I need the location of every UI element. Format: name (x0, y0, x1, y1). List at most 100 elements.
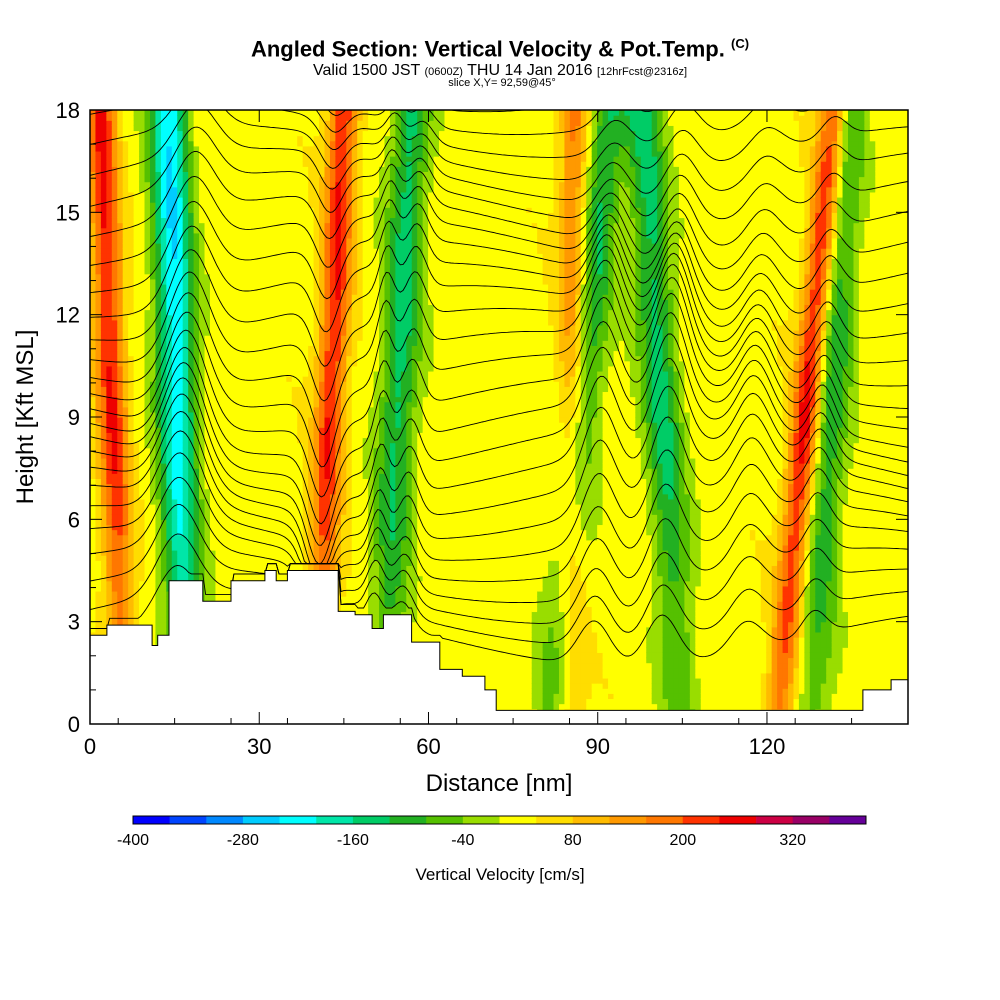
velocity-cell (259, 309, 266, 316)
velocity-cell (188, 376, 195, 382)
velocity-cell (231, 376, 238, 382)
velocity-cell (242, 309, 249, 316)
velocity-cell (308, 565, 315, 572)
velocity-cell (100, 253, 107, 259)
velocity-cell (313, 360, 320, 367)
velocity-cell (286, 268, 293, 275)
velocity-cell (269, 207, 277, 213)
velocity-cell (106, 560, 113, 566)
velocity-cell (226, 181, 233, 188)
velocity-cell (199, 570, 206, 577)
velocity-cell (122, 570, 129, 577)
velocity-cell (286, 166, 293, 172)
velocity-cell (275, 483, 282, 490)
velocity-cell (297, 442, 304, 449)
velocity-cell (128, 299, 135, 306)
velocity-cell (237, 130, 244, 137)
velocity-cell (275, 457, 282, 464)
velocity-cell (237, 381, 244, 387)
velocity-cell (95, 401, 102, 408)
velocity-cell (302, 273, 309, 280)
velocity-cell (275, 365, 282, 372)
velocity-cell (106, 544, 113, 551)
velocity-cell (220, 340, 227, 346)
velocity-cell (182, 575, 189, 582)
velocity-cell (139, 350, 146, 357)
velocity-cell (106, 427, 113, 433)
velocity-cell (291, 135, 298, 142)
velocity-cell (220, 376, 227, 382)
velocity-cell (149, 340, 157, 346)
velocity-cell (133, 319, 140, 326)
velocity-cell (100, 437, 107, 444)
velocity-cell (264, 376, 271, 382)
velocity-cell (259, 273, 266, 280)
velocity-cell (269, 186, 277, 193)
velocity-cell (237, 468, 244, 474)
velocity-cell (291, 140, 298, 147)
velocity-cell (215, 555, 222, 561)
velocity-cell (122, 207, 129, 213)
velocity-cell (237, 186, 244, 193)
velocity-cell (177, 432, 184, 439)
velocity-cell (297, 115, 304, 121)
velocity-cell (220, 509, 227, 515)
velocity-cell (188, 125, 195, 132)
velocity-cell (264, 345, 271, 352)
velocity-cell (220, 125, 227, 132)
velocity-cell (253, 263, 260, 270)
velocity-cell (308, 376, 315, 382)
velocity-cell (280, 156, 287, 162)
velocity-cell (106, 237, 113, 244)
velocity-cell (166, 432, 173, 439)
velocity-cell (308, 493, 315, 500)
velocity-cell (171, 268, 178, 275)
velocity-cell (90, 191, 97, 198)
velocity-cell (95, 544, 102, 551)
velocity-cell (204, 447, 211, 454)
velocity-cell (95, 509, 102, 515)
velocity-cell (193, 447, 200, 454)
velocity-cell (166, 145, 173, 152)
velocity-cell (269, 196, 277, 203)
velocity-cell (209, 478, 217, 485)
velocity-cell (111, 330, 118, 336)
velocity-cell (286, 309, 293, 316)
velocity-cell (237, 483, 244, 490)
velocity-cell (133, 232, 140, 239)
velocity-cell (231, 463, 238, 469)
velocity-cell (111, 273, 118, 280)
velocity-cell (144, 309, 151, 316)
velocity-cell (297, 498, 304, 505)
velocity-cell (242, 555, 249, 561)
velocity-cell (160, 232, 167, 239)
velocity-cell (308, 519, 315, 526)
velocity-cell (188, 263, 195, 270)
velocity-cell (269, 447, 277, 454)
velocity-cell (242, 145, 249, 152)
velocity-cell (100, 355, 107, 362)
velocity-cell (166, 411, 173, 418)
velocity-cell (297, 483, 304, 490)
velocity-cell (166, 130, 173, 137)
velocity-cell (171, 140, 178, 147)
velocity-cell (155, 391, 162, 398)
velocity-cell (302, 268, 309, 275)
velocity-cell (220, 457, 227, 464)
velocity-cell (160, 135, 167, 142)
velocity-cell (269, 309, 277, 316)
velocity-cell (308, 166, 315, 172)
velocity-cell (302, 406, 309, 413)
velocity-cell (139, 196, 146, 203)
velocity-cell (313, 401, 320, 408)
velocity-cell (204, 319, 211, 326)
velocity-cell (226, 345, 233, 352)
velocity-cell (171, 550, 178, 556)
velocity-cell (259, 186, 266, 193)
velocity-cell (122, 360, 129, 367)
velocity-cell (253, 427, 260, 433)
velocity-cell (193, 171, 200, 178)
velocity-cell (286, 555, 293, 561)
velocity-cell (242, 345, 249, 352)
velocity-cell (269, 135, 277, 142)
